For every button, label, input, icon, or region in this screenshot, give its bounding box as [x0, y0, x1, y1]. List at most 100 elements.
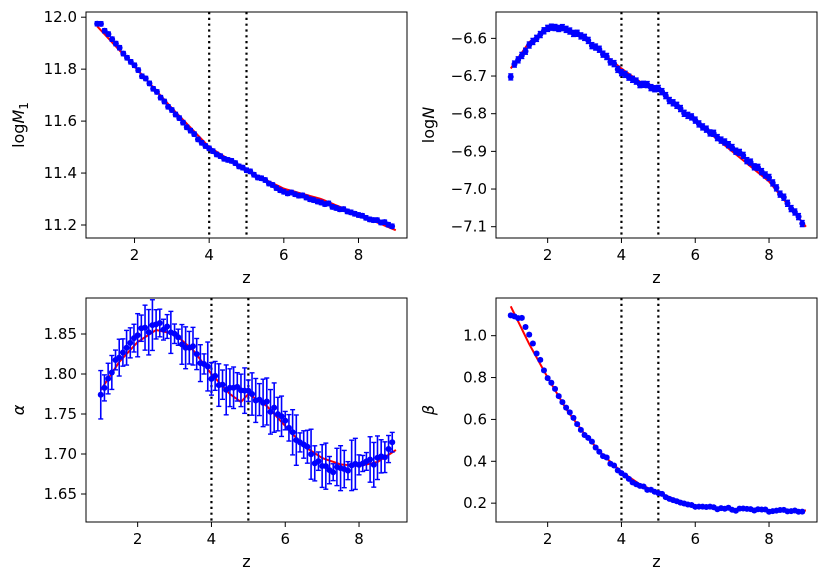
data-point — [308, 451, 315, 458]
data-point — [692, 117, 699, 124]
data-point — [180, 119, 187, 126]
data-point — [518, 314, 525, 321]
data-point — [108, 369, 115, 376]
data-point — [153, 88, 160, 95]
x-tick-label: 4 — [207, 530, 217, 548]
axes-frame — [495, 11, 818, 239]
data-point — [522, 323, 529, 330]
data-point — [142, 75, 149, 82]
data-point — [529, 340, 536, 347]
data-point — [367, 456, 374, 463]
data-point — [156, 319, 163, 326]
data-point — [766, 174, 773, 181]
data-point — [611, 462, 618, 469]
y-tick-label: 1.75 — [44, 405, 77, 423]
data-point — [507, 73, 514, 80]
data-point — [389, 223, 396, 230]
data-point — [330, 469, 337, 476]
axes-frame — [85, 297, 408, 523]
data-point — [381, 454, 388, 461]
data-point — [385, 446, 392, 453]
data-point — [389, 439, 396, 446]
data-point — [773, 184, 780, 191]
x-tick-label: 2 — [543, 530, 553, 548]
x-tick-label: 4 — [617, 246, 627, 264]
panel-beta: 2 4 6 8 0.2 0.4 0.6 0.8 1.0 z β — [419, 297, 818, 571]
data-point — [168, 107, 175, 114]
x-tick-label: 6 — [690, 530, 700, 548]
data-point — [537, 356, 544, 363]
data-point — [559, 399, 566, 406]
data-point — [611, 60, 618, 67]
data-point — [533, 350, 540, 357]
y-tick-label: 11.4 — [44, 164, 77, 182]
y-tick-label: 1.0 — [463, 327, 487, 345]
y-tick-label: −6.6 — [451, 29, 487, 47]
x-tick-label: 6 — [279, 246, 289, 264]
y-tick-label: −7.0 — [451, 180, 487, 198]
data-point — [555, 393, 562, 400]
y-tick-label: 11.6 — [44, 112, 77, 130]
data-point — [191, 131, 198, 138]
data-point — [548, 379, 555, 386]
data-point — [526, 42, 533, 49]
data-point — [322, 463, 329, 470]
data-point — [315, 458, 322, 465]
data-point — [105, 31, 112, 38]
data-point — [263, 398, 270, 405]
data-point — [134, 332, 141, 339]
x-axis-label: z — [242, 268, 250, 287]
panel-logM1: 2 4 6 8 11.2 11.4 11.6 11.8 12.0 z logM1 — [9, 8, 408, 287]
plot-area — [94, 20, 397, 232]
plot-area — [507, 23, 807, 228]
plot-area — [97, 299, 397, 492]
data-point — [577, 426, 584, 433]
axes-frame — [495, 297, 818, 523]
y-axis-label: logM1 — [9, 102, 31, 148]
y-tick-label: 1.70 — [44, 445, 77, 463]
data-point — [116, 354, 123, 361]
data-point — [161, 98, 168, 105]
data-point — [164, 323, 171, 330]
data-point — [135, 67, 142, 74]
data-point — [799, 508, 806, 515]
y-tick-label: 1.80 — [44, 365, 77, 383]
data-point — [101, 384, 108, 391]
y-tick-label: 1.65 — [44, 485, 77, 503]
data-point — [97, 20, 104, 27]
data-point — [585, 434, 592, 441]
y-tick-label: −6.8 — [451, 105, 487, 123]
data-point — [566, 409, 573, 416]
data-point — [267, 408, 274, 415]
data-point — [193, 351, 200, 358]
data-point — [190, 343, 196, 350]
data-point — [123, 344, 130, 351]
y-tick-label: −7.1 — [451, 218, 487, 236]
y-tick-label: 0.8 — [463, 369, 487, 387]
data-point — [175, 334, 182, 341]
data-point — [282, 417, 289, 424]
axes-frame — [85, 11, 408, 239]
data-point — [278, 413, 285, 420]
data-point — [119, 349, 126, 356]
data-point — [603, 53, 610, 60]
data-point — [563, 404, 570, 411]
y-axis-label: logN — [419, 107, 438, 143]
panel-alpha: 2 4 6 8 1.65 1.70 1.75 1.80 1.85 z α — [9, 297, 408, 571]
x-tick-label: 6 — [280, 530, 290, 548]
x-tick-label: 6 — [690, 246, 700, 264]
data-point — [552, 385, 559, 392]
data-point — [146, 80, 153, 87]
y-tick-label: 0.4 — [463, 452, 487, 470]
data-point — [780, 194, 787, 201]
data-point — [271, 404, 278, 411]
data-point — [304, 443, 311, 450]
x-axis-label: z — [652, 268, 660, 287]
y-tick-label: 0.2 — [463, 494, 487, 512]
data-point — [344, 467, 351, 474]
y-axis-label: α — [9, 404, 28, 415]
data-point — [603, 454, 610, 461]
x-axis-label: z — [242, 552, 250, 571]
data-point — [145, 329, 152, 336]
